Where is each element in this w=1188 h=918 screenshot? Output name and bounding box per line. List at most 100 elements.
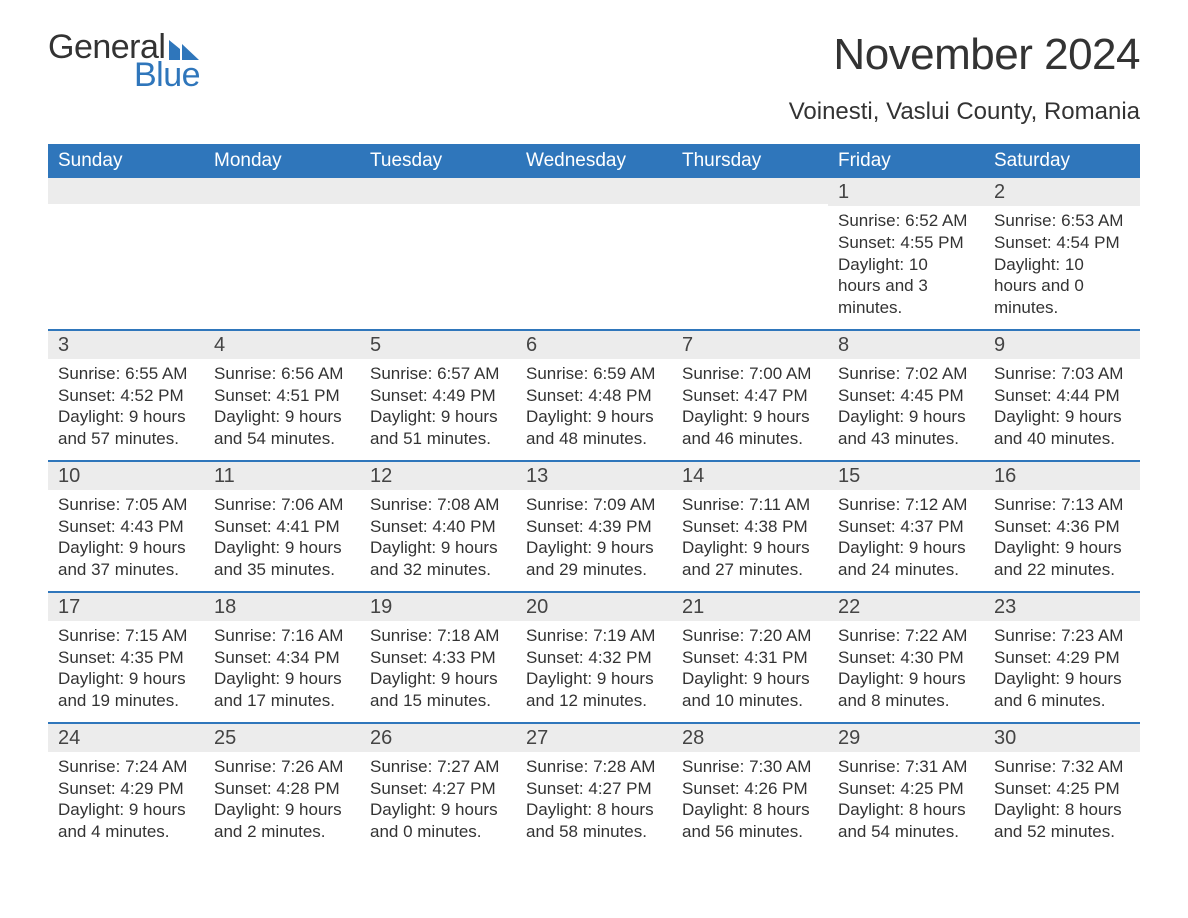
daylight-text: Daylight: 9 hours and 10 minutes. (682, 668, 818, 712)
day-details: Sunrise: 6:55 AMSunset: 4:52 PMDaylight:… (48, 359, 204, 460)
daylight-text: Daylight: 8 hours and 58 minutes. (526, 799, 662, 843)
sunset-text: Sunset: 4:33 PM (370, 647, 506, 669)
sunset-text: Sunset: 4:54 PM (994, 232, 1130, 254)
sunset-text: Sunset: 4:39 PM (526, 516, 662, 538)
day-details: Sunrise: 6:52 AMSunset: 4:55 PMDaylight:… (828, 206, 984, 329)
day-number: 12 (360, 462, 516, 490)
weekday-header: Wednesday (516, 144, 672, 178)
sunrise-text: Sunrise: 7:03 AM (994, 363, 1130, 385)
day-details: Sunrise: 7:31 AMSunset: 4:25 PMDaylight:… (828, 752, 984, 853)
day-number: 1 (828, 178, 984, 206)
calendar-week: 10Sunrise: 7:05 AMSunset: 4:43 PMDayligh… (48, 460, 1140, 591)
daylight-text: Daylight: 9 hours and 0 minutes. (370, 799, 506, 843)
brand-word2: Blue (134, 58, 203, 92)
sunset-text: Sunset: 4:30 PM (838, 647, 974, 669)
calendar-day: 2Sunrise: 6:53 AMSunset: 4:54 PMDaylight… (984, 178, 1140, 329)
calendar-day: 29Sunrise: 7:31 AMSunset: 4:25 PMDayligh… (828, 724, 984, 853)
calendar-day: 23Sunrise: 7:23 AMSunset: 4:29 PMDayligh… (984, 593, 1140, 722)
weekday-header-row: Sunday Monday Tuesday Wednesday Thursday… (48, 144, 1140, 178)
day-details: Sunrise: 7:12 AMSunset: 4:37 PMDaylight:… (828, 490, 984, 591)
sunrise-text: Sunrise: 7:06 AM (214, 494, 350, 516)
day-number (204, 178, 360, 204)
sunset-text: Sunset: 4:47 PM (682, 385, 818, 407)
calendar-day: 8Sunrise: 7:02 AMSunset: 4:45 PMDaylight… (828, 331, 984, 460)
daylight-text: Daylight: 9 hours and 29 minutes. (526, 537, 662, 581)
day-number: 29 (828, 724, 984, 752)
sunset-text: Sunset: 4:41 PM (214, 516, 350, 538)
day-details: Sunrise: 7:26 AMSunset: 4:28 PMDaylight:… (204, 752, 360, 853)
sunset-text: Sunset: 4:40 PM (370, 516, 506, 538)
day-details: Sunrise: 7:19 AMSunset: 4:32 PMDaylight:… (516, 621, 672, 722)
sunset-text: Sunset: 4:32 PM (526, 647, 662, 669)
sunset-text: Sunset: 4:26 PM (682, 778, 818, 800)
calendar-day (672, 178, 828, 329)
sunset-text: Sunset: 4:49 PM (370, 385, 506, 407)
day-number: 25 (204, 724, 360, 752)
day-details: Sunrise: 7:06 AMSunset: 4:41 PMDaylight:… (204, 490, 360, 591)
daylight-text: Daylight: 9 hours and 22 minutes. (994, 537, 1130, 581)
daylight-text: Daylight: 9 hours and 35 minutes. (214, 537, 350, 581)
day-details: Sunrise: 7:30 AMSunset: 4:26 PMDaylight:… (672, 752, 828, 853)
day-details: Sunrise: 7:32 AMSunset: 4:25 PMDaylight:… (984, 752, 1140, 853)
sunset-text: Sunset: 4:48 PM (526, 385, 662, 407)
daylight-text: Daylight: 9 hours and 24 minutes. (838, 537, 974, 581)
calendar-day: 16Sunrise: 7:13 AMSunset: 4:36 PMDayligh… (984, 462, 1140, 591)
sunrise-text: Sunrise: 7:12 AM (838, 494, 974, 516)
day-number: 8 (828, 331, 984, 359)
day-number: 30 (984, 724, 1140, 752)
calendar-day: 28Sunrise: 7:30 AMSunset: 4:26 PMDayligh… (672, 724, 828, 853)
sunset-text: Sunset: 4:28 PM (214, 778, 350, 800)
daylight-text: Daylight: 9 hours and 40 minutes. (994, 406, 1130, 450)
day-number: 9 (984, 331, 1140, 359)
calendar-day (516, 178, 672, 329)
daylight-text: Daylight: 9 hours and 19 minutes. (58, 668, 194, 712)
day-number: 15 (828, 462, 984, 490)
weekday-header: Saturday (984, 144, 1140, 178)
weekday-header: Thursday (672, 144, 828, 178)
day-number: 4 (204, 331, 360, 359)
day-number: 27 (516, 724, 672, 752)
calendar-day: 19Sunrise: 7:18 AMSunset: 4:33 PMDayligh… (360, 593, 516, 722)
daylight-text: Daylight: 9 hours and 6 minutes. (994, 668, 1130, 712)
sunrise-text: Sunrise: 7:26 AM (214, 756, 350, 778)
day-details: Sunrise: 6:56 AMSunset: 4:51 PMDaylight:… (204, 359, 360, 460)
daylight-text: Daylight: 9 hours and 4 minutes. (58, 799, 194, 843)
sunrise-text: Sunrise: 7:31 AM (838, 756, 974, 778)
sunset-text: Sunset: 4:52 PM (58, 385, 194, 407)
daylight-text: Daylight: 9 hours and 54 minutes. (214, 406, 350, 450)
daylight-text: Daylight: 9 hours and 46 minutes. (682, 406, 818, 450)
sunrise-text: Sunrise: 6:55 AM (58, 363, 194, 385)
day-number: 28 (672, 724, 828, 752)
calendar-day: 21Sunrise: 7:20 AMSunset: 4:31 PMDayligh… (672, 593, 828, 722)
calendar-day: 15Sunrise: 7:12 AMSunset: 4:37 PMDayligh… (828, 462, 984, 591)
sunrise-text: Sunrise: 6:59 AM (526, 363, 662, 385)
calendar-week: 17Sunrise: 7:15 AMSunset: 4:35 PMDayligh… (48, 591, 1140, 722)
day-details: Sunrise: 7:02 AMSunset: 4:45 PMDaylight:… (828, 359, 984, 460)
day-number: 7 (672, 331, 828, 359)
calendar-day: 3Sunrise: 6:55 AMSunset: 4:52 PMDaylight… (48, 331, 204, 460)
day-number: 19 (360, 593, 516, 621)
calendar-day: 27Sunrise: 7:28 AMSunset: 4:27 PMDayligh… (516, 724, 672, 853)
daylight-text: Daylight: 9 hours and 8 minutes. (838, 668, 974, 712)
weekday-header: Monday (204, 144, 360, 178)
sunrise-text: Sunrise: 7:13 AM (994, 494, 1130, 516)
calendar-day (360, 178, 516, 329)
sunrise-text: Sunrise: 7:18 AM (370, 625, 506, 647)
sunset-text: Sunset: 4:29 PM (994, 647, 1130, 669)
sunrise-text: Sunrise: 7:02 AM (838, 363, 974, 385)
sunrise-text: Sunrise: 6:52 AM (838, 210, 974, 232)
sunset-text: Sunset: 4:27 PM (370, 778, 506, 800)
sunrise-text: Sunrise: 7:28 AM (526, 756, 662, 778)
day-number: 18 (204, 593, 360, 621)
daylight-text: Daylight: 10 hours and 3 minutes. (838, 254, 974, 319)
day-details: Sunrise: 7:15 AMSunset: 4:35 PMDaylight:… (48, 621, 204, 722)
calendar-day: 20Sunrise: 7:19 AMSunset: 4:32 PMDayligh… (516, 593, 672, 722)
sunrise-text: Sunrise: 7:11 AM (682, 494, 818, 516)
sunset-text: Sunset: 4:55 PM (838, 232, 974, 254)
day-details: Sunrise: 7:20 AMSunset: 4:31 PMDaylight:… (672, 621, 828, 722)
day-details: Sunrise: 7:08 AMSunset: 4:40 PMDaylight:… (360, 490, 516, 591)
day-details: Sunrise: 7:27 AMSunset: 4:27 PMDaylight:… (360, 752, 516, 853)
sunrise-text: Sunrise: 7:27 AM (370, 756, 506, 778)
sunrise-text: Sunrise: 7:24 AM (58, 756, 194, 778)
daylight-text: Daylight: 9 hours and 51 minutes. (370, 406, 506, 450)
